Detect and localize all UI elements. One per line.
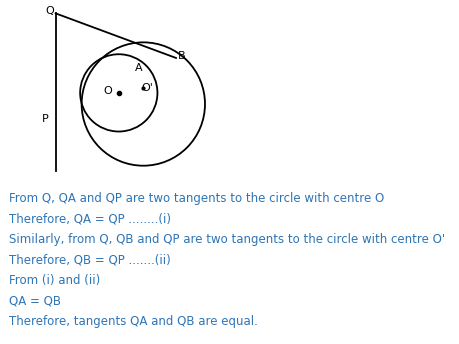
Text: Similarly, from Q, QB and QP are two tangents to the circle with centre O': Similarly, from Q, QB and QP are two tan… [9, 233, 445, 246]
Text: From (i) and (ii): From (i) and (ii) [9, 274, 101, 287]
Text: Therefore, QA = QP ........(i): Therefore, QA = QP ........(i) [9, 213, 171, 225]
Text: Therefore, tangents QA and QB are equal.: Therefore, tangents QA and QB are equal. [9, 315, 258, 328]
Text: B: B [177, 52, 185, 62]
Text: A: A [135, 63, 143, 73]
Text: O: O [103, 86, 112, 96]
Text: Q: Q [45, 6, 54, 16]
Text: From Q, QA and QP are two tangents to the circle with centre O: From Q, QA and QP are two tangents to th… [9, 192, 385, 205]
Text: P: P [42, 114, 49, 124]
Text: QA = QB: QA = QB [9, 295, 61, 308]
Text: O': O' [141, 83, 153, 93]
Text: Therefore, QB = QP .......(ii): Therefore, QB = QP .......(ii) [9, 254, 171, 267]
